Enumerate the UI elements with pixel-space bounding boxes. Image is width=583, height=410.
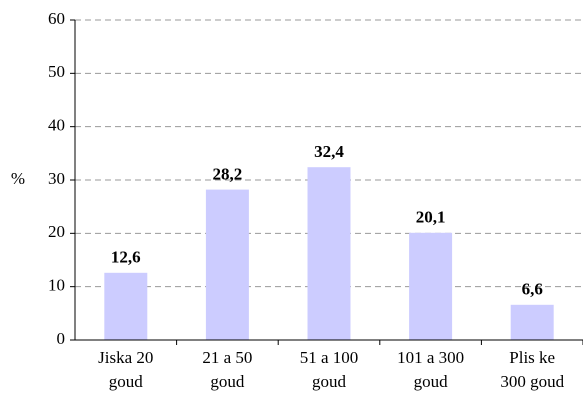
bar bbox=[104, 272, 148, 340]
y-axis-label: % bbox=[11, 169, 25, 188]
x-tick-label: 101 a 300 goud bbox=[397, 348, 464, 391]
bar bbox=[510, 304, 554, 340]
value-label: 12,6 bbox=[111, 248, 141, 267]
bar bbox=[205, 189, 249, 340]
value-label: 32,4 bbox=[314, 142, 344, 161]
x-tick-label: 21 a 50 goud bbox=[202, 348, 252, 391]
bar bbox=[409, 232, 453, 340]
value-label: 28,2 bbox=[213, 165, 243, 184]
y-tick-label: 20 bbox=[48, 222, 65, 241]
y-tick-label: 0 bbox=[57, 329, 66, 348]
y-tick-label: 50 bbox=[48, 62, 65, 81]
x-tick-label: 51 a 100 goud bbox=[300, 348, 359, 391]
x-tick-label: Jiska 20 goud bbox=[98, 348, 153, 391]
bar bbox=[307, 167, 351, 340]
value-label: 20,1 bbox=[416, 208, 446, 227]
y-tick-label: 60 bbox=[48, 9, 65, 28]
y-tick-label: 30 bbox=[48, 169, 65, 188]
x-tick-label: Plis ke 300 goud bbox=[500, 348, 564, 391]
y-tick-label: 40 bbox=[48, 116, 65, 135]
value-label: 6,6 bbox=[522, 280, 543, 299]
y-tick-label: 10 bbox=[48, 276, 65, 295]
